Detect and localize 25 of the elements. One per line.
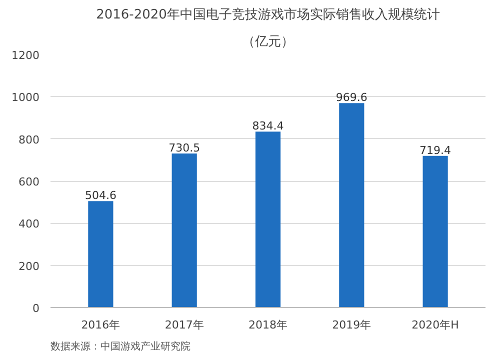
y-tick-label: 200 <box>18 260 40 273</box>
data-label: 834.4 <box>252 120 284 133</box>
x-tick-label: 2017年 <box>164 318 204 332</box>
x-tick-label: 2020年H <box>412 318 459 332</box>
bar <box>422 156 448 308</box>
bar <box>255 132 281 308</box>
chart-title: 2016-2020年中国电子竞技游戏市场实际销售收入规模统计 <box>96 8 440 22</box>
y-tick-label: 1200 <box>12 49 40 62</box>
y-tick-label: 0 <box>32 302 40 315</box>
y-tick-label: 600 <box>18 176 40 188</box>
data-label: 730.5 <box>168 141 200 154</box>
y-tick-label: 400 <box>18 218 40 231</box>
data-label: 969.6 <box>336 91 368 104</box>
data-label: 504.6 <box>84 189 116 202</box>
x-tick-label: 2019年 <box>332 318 372 332</box>
bar <box>172 153 197 308</box>
bar <box>88 201 114 308</box>
y-tick-label: 800 <box>18 133 40 146</box>
chart-subtitle: （亿元） <box>242 34 294 50</box>
source-note: 数据来源：中国游戏产业研究院 <box>50 340 190 352</box>
x-tick-label: 2018年 <box>248 318 288 332</box>
x-tick-label: 2016年 <box>81 318 120 332</box>
y-tick-label: 1000 <box>12 91 40 104</box>
data-label: 719.4 <box>420 144 452 157</box>
bar <box>339 103 364 308</box>
